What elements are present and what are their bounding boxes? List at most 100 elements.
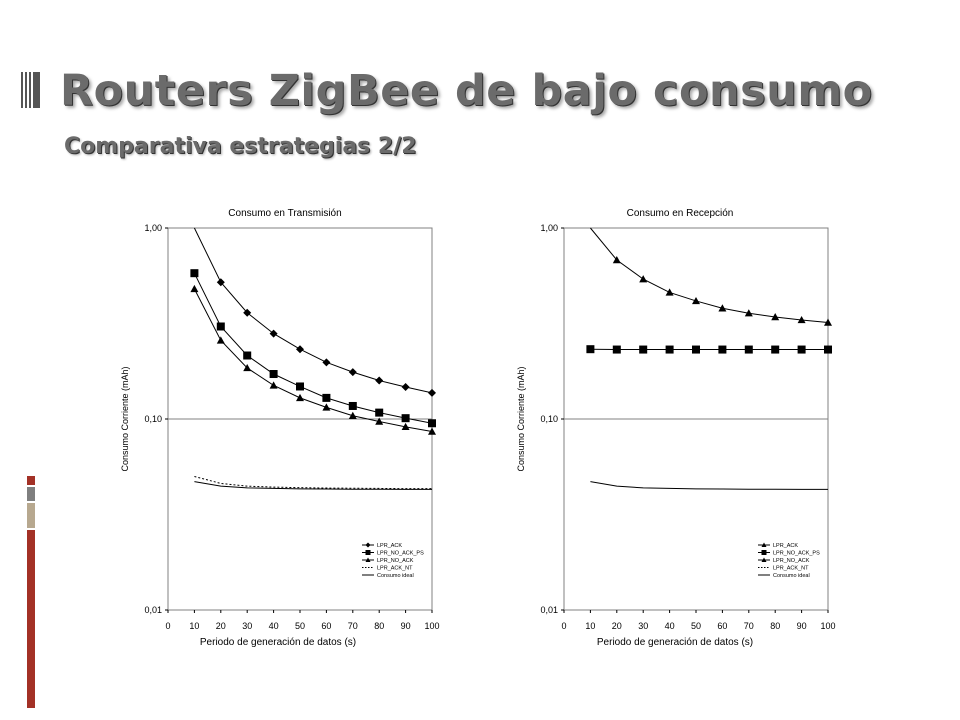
legend-label: LPR_ACK [773, 543, 798, 549]
data-point [824, 345, 832, 354]
legend-label: LPR_NO_ACK_PS [773, 551, 820, 557]
x-tick-label: 70 [744, 621, 754, 631]
x-tick-label: 10 [189, 621, 199, 631]
data-point [243, 363, 252, 372]
x-tick-label: 30 [638, 621, 648, 631]
legend-label: Consumo ideal [377, 573, 414, 579]
data-point [428, 427, 436, 435]
x-tick-label: 30 [242, 621, 252, 631]
x-axis-label: Periodo de generación de datos (s) [200, 637, 356, 648]
data-point [797, 315, 806, 324]
data-point [216, 278, 225, 287]
data-point [744, 345, 753, 354]
title-decoration-bars [21, 72, 40, 108]
data-point [243, 351, 252, 360]
chart-title: Consumo en Transmisión [228, 208, 341, 219]
legend-label: LPR_ACK [377, 543, 402, 549]
data-point [348, 411, 357, 419]
x-tick-label: 40 [665, 621, 675, 631]
x-axis-label: Periodo de generación de datos (s) [597, 637, 753, 648]
chart-title: Consumo en Recepción [627, 208, 734, 219]
data-point [243, 308, 252, 317]
legend-marker [365, 557, 371, 562]
data-point [612, 255, 621, 264]
legend-marker [365, 550, 371, 555]
x-tick-label: 20 [216, 621, 226, 631]
series-lpr-no-ack-ps [586, 345, 832, 354]
data-point [665, 345, 674, 354]
series-line [193, 272, 433, 424]
data-point [639, 275, 648, 283]
data-point [824, 318, 832, 326]
data-point [586, 345, 595, 354]
series-lpr-ack [193, 227, 436, 397]
side-strip-tan [27, 503, 35, 528]
data-point [296, 393, 304, 402]
series-lpr-ack-nt [194, 476, 432, 490]
data-point [322, 403, 331, 411]
data-point [375, 408, 384, 417]
data-point [718, 304, 727, 312]
data-point [692, 296, 700, 305]
legend-label: LPR_NO_ACK_PS [377, 551, 424, 557]
data-point [401, 414, 410, 423]
series-line [193, 288, 433, 433]
x-tick-label: 60 [321, 621, 331, 631]
series-lpr-ack [590, 227, 832, 326]
data-point [190, 284, 199, 293]
x-tick-label: 60 [717, 621, 727, 631]
data-point [348, 401, 357, 410]
data-point [190, 269, 199, 278]
side-strip-red-top [27, 476, 35, 485]
data-point [269, 381, 278, 389]
y-tick-label: 0,01 [144, 605, 162, 615]
data-point [718, 345, 727, 354]
legend-label: LPR_NO_ACK [773, 558, 810, 564]
x-tick-label: 50 [691, 621, 701, 631]
data-point [428, 388, 436, 397]
data-point [639, 345, 648, 354]
data-point [744, 309, 753, 317]
series-line [194, 476, 432, 490]
series-consumo-ideal [590, 481, 828, 490]
side-strip-gray [27, 487, 35, 501]
data-point [375, 417, 384, 425]
data-point [322, 393, 331, 402]
data-point [771, 313, 780, 321]
legend-marker [761, 542, 767, 547]
data-point [296, 345, 304, 354]
legend-marker [365, 542, 371, 548]
series-lpr-no-ack-ps [190, 269, 436, 428]
x-tick-label: 0 [165, 621, 170, 631]
data-point [322, 358, 331, 367]
series-lpr-no-ack [190, 284, 436, 435]
legend-label: LPR_NO_ACK [377, 558, 414, 564]
y-tick-label: 1,00 [144, 223, 162, 233]
data-point [348, 368, 357, 377]
data-point [401, 383, 410, 392]
data-point [216, 322, 225, 331]
series-line [590, 227, 829, 324]
y-tick-label: 1,00 [540, 223, 558, 233]
x-tick-label: 80 [374, 621, 384, 631]
series-line [590, 481, 828, 490]
x-tick-label: 100 [424, 621, 439, 631]
legend-marker [761, 550, 767, 555]
x-tick-label: 40 [269, 621, 279, 631]
data-point [665, 288, 674, 296]
x-tick-label: 10 [585, 621, 595, 631]
data-point [296, 382, 304, 391]
y-axis-label: Consumo Corriente (mAh) [516, 366, 526, 471]
data-point [428, 419, 436, 428]
data-point [401, 422, 410, 431]
x-tick-label: 90 [797, 621, 807, 631]
x-tick-label: 80 [770, 621, 780, 631]
x-tick-label: 20 [612, 621, 622, 631]
slide-subtitle: Comparativa estrategias 2/2 [64, 134, 417, 159]
y-tick-label: 0,10 [144, 414, 162, 424]
data-point [216, 336, 225, 344]
legend-label: Consumo ideal [773, 573, 810, 579]
